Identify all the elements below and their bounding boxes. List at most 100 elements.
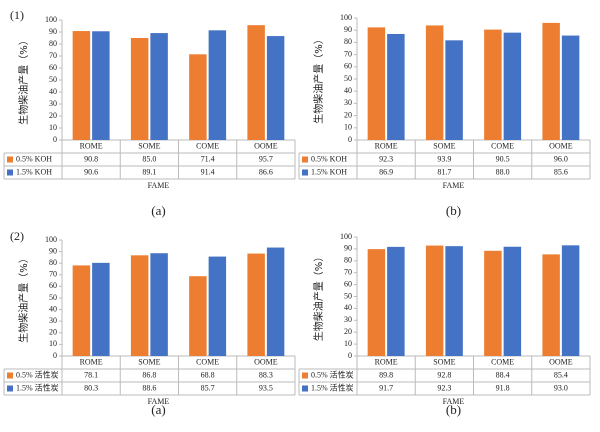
bar [247, 253, 265, 356]
category-label: SOME [138, 141, 160, 150]
table-value: 86.6 [259, 167, 273, 176]
bar [484, 29, 502, 141]
bar [130, 38, 149, 140]
x-axis-label: FAME [148, 181, 170, 190]
y-tick-label: 90 [344, 25, 352, 34]
caption: (b) [446, 203, 461, 218]
table-value: 92.3 [437, 383, 451, 392]
y-tick-label: 40 [49, 304, 57, 313]
y-tick-label: 100 [45, 235, 57, 244]
x-axis-label: FAME [148, 397, 170, 406]
bar [130, 255, 149, 356]
y-tick-label: 90 [49, 27, 57, 36]
category-label: SOME [433, 141, 455, 150]
category-label: ROME [375, 141, 398, 150]
y-tick-label: 70 [49, 51, 57, 60]
bar [367, 27, 386, 141]
table-value: 93.9 [437, 154, 451, 163]
y-tick-label: 10 [344, 123, 352, 132]
table-value: 93.5 [259, 383, 273, 392]
y-tick-label: 70 [49, 270, 57, 279]
y-tick-label: 80 [344, 37, 352, 46]
table-value: 86.8 [142, 370, 156, 379]
bar [561, 35, 580, 140]
caption: (a) [151, 402, 165, 417]
table-value: 95.7 [259, 154, 273, 163]
table-value: 91.8 [496, 383, 510, 392]
x-axis-label: FAME [443, 397, 465, 406]
y-axis-label: 生物柴油产量（%） [312, 34, 325, 124]
y-tick-label: 90 [344, 244, 352, 253]
y-axis-label: 生物柴油产量（%） [312, 252, 325, 342]
y-tick-label: 60 [49, 281, 57, 290]
table-value: 88.3 [259, 370, 273, 379]
bar [542, 22, 560, 141]
y-tick-label: 70 [344, 268, 352, 277]
bar [425, 245, 444, 356]
table-value: 89.8 [379, 370, 393, 379]
table-value: 81.7 [437, 167, 451, 176]
y-tick-label: 70 [344, 49, 352, 58]
bar [445, 246, 463, 356]
y-axis-label: 生物柴油产量（%） [17, 253, 30, 343]
table-value: 89.1 [142, 167, 156, 176]
legend-swatch [7, 156, 13, 163]
bar [189, 276, 207, 356]
bar [72, 265, 91, 356]
y-tick-label: 20 [344, 110, 352, 119]
y-tick-label: 50 [49, 75, 57, 84]
y-tick-label: 50 [49, 293, 57, 302]
bar [92, 262, 110, 356]
y-tick-label: 60 [344, 279, 352, 288]
category-label: COME [491, 357, 514, 366]
y-tick-label: 20 [344, 327, 352, 336]
caption: (b) [446, 402, 461, 417]
bar [387, 246, 405, 356]
y-tick-label: 0 [348, 135, 352, 144]
y-tick-label: 100 [340, 13, 352, 22]
y-tick-label: 60 [49, 63, 57, 72]
table-value: 71.4 [201, 154, 215, 163]
table-value: 91.7 [379, 383, 393, 392]
legend-swatch [302, 169, 308, 176]
bar [503, 32, 522, 140]
y-tick-label: 80 [49, 258, 57, 267]
y-tick-label: 40 [49, 87, 57, 96]
bar [266, 36, 285, 140]
legend-swatch [302, 385, 308, 392]
legend-label: 1.5% KOH [16, 167, 52, 176]
legend-swatch [302, 156, 308, 163]
y-tick-label: 30 [344, 315, 352, 324]
category-label: COME [491, 141, 514, 150]
bar [503, 246, 522, 356]
category-label: OOME [254, 141, 278, 150]
table-value: 91.4 [201, 167, 215, 176]
y-tick-label: 50 [344, 74, 352, 83]
legend-label: 0.5% KOH [16, 154, 52, 163]
category-label: COME [196, 357, 219, 366]
table-value: 85.7 [201, 383, 215, 392]
category-label: ROME [80, 357, 103, 366]
legend-swatch [302, 372, 308, 379]
y-tick-label: 30 [344, 98, 352, 107]
y-tick-label: 10 [344, 339, 352, 348]
table-value: 93.0 [554, 383, 568, 392]
category-label: ROME [375, 357, 398, 366]
bar [542, 254, 560, 356]
table-value: 85.0 [142, 154, 156, 163]
y-tick-label: 0 [53, 351, 57, 360]
table-value: 88.0 [496, 167, 510, 176]
y-tick-label: 20 [49, 111, 57, 120]
category-label: SOME [138, 357, 160, 366]
bar [387, 33, 405, 141]
bar [208, 30, 227, 140]
group-label: (2) [10, 229, 24, 243]
table-value: 85.6 [554, 167, 568, 176]
table-value: 96.0 [554, 154, 568, 163]
y-tick-label: 50 [344, 291, 352, 300]
bar [561, 245, 580, 356]
y-tick-label: 80 [49, 39, 57, 48]
bar [425, 25, 444, 140]
category-label: OOME [549, 141, 573, 150]
bar [92, 31, 110, 141]
